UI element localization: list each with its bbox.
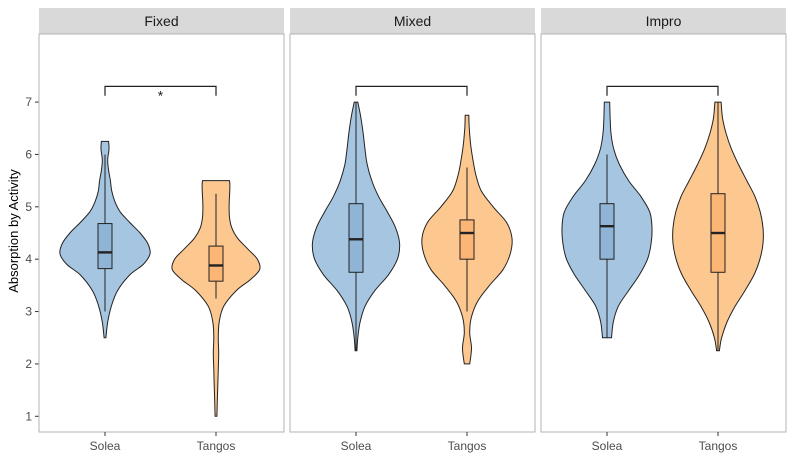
iqr-box [459, 219, 475, 260]
y-tick-label: 4 [25, 252, 32, 266]
comparison-bracket [104, 85, 217, 96]
panel-impro: Impro Solea Tangos [540, 8, 787, 453]
x-tick-label: Tangos [197, 439, 236, 453]
facet-panels: Fixed Solea Tangos * Mixed Solea Tangos Impro So… [38, 8, 787, 453]
y-axis-label: Absorption by Activity [6, 169, 21, 293]
y-tick-label: 3 [25, 305, 32, 319]
x-tick-label: Tangos [699, 439, 738, 453]
iqr-box [97, 223, 113, 270]
y-tick-label: 2 [25, 357, 32, 371]
panel-frame [38, 33, 285, 433]
y-tick-label: 5 [25, 200, 32, 214]
panel-strip [541, 8, 786, 34]
panel-title: Impro [646, 13, 682, 29]
x-tick-label: Solea [90, 439, 121, 453]
iqr-box [208, 245, 224, 282]
panel-strip [290, 8, 535, 34]
comparison-bracket [606, 85, 719, 96]
x-tick-label: Solea [592, 439, 623, 453]
panel-mixed: Mixed Solea Tangos [289, 8, 536, 453]
iqr-box [599, 203, 615, 260]
y-tick-label: 6 [25, 147, 32, 161]
panel-fixed: Fixed Solea Tangos * [38, 8, 285, 453]
iqr-box [348, 203, 364, 273]
panel-title: Mixed [394, 13, 431, 29]
x-tick-label: Solea [341, 439, 372, 453]
y-tick-label: 1 [25, 409, 32, 423]
comparison-bracket [355, 85, 468, 96]
y-tick-label: 7 [25, 95, 32, 109]
x-tick-label: Tangos [448, 439, 487, 453]
panel-title: Fixed [144, 13, 178, 29]
significance-label: * [158, 87, 164, 103]
y-axis-ticks: 1 2 3 4 5 6 7 [25, 95, 39, 423]
panel-strip [39, 8, 284, 34]
